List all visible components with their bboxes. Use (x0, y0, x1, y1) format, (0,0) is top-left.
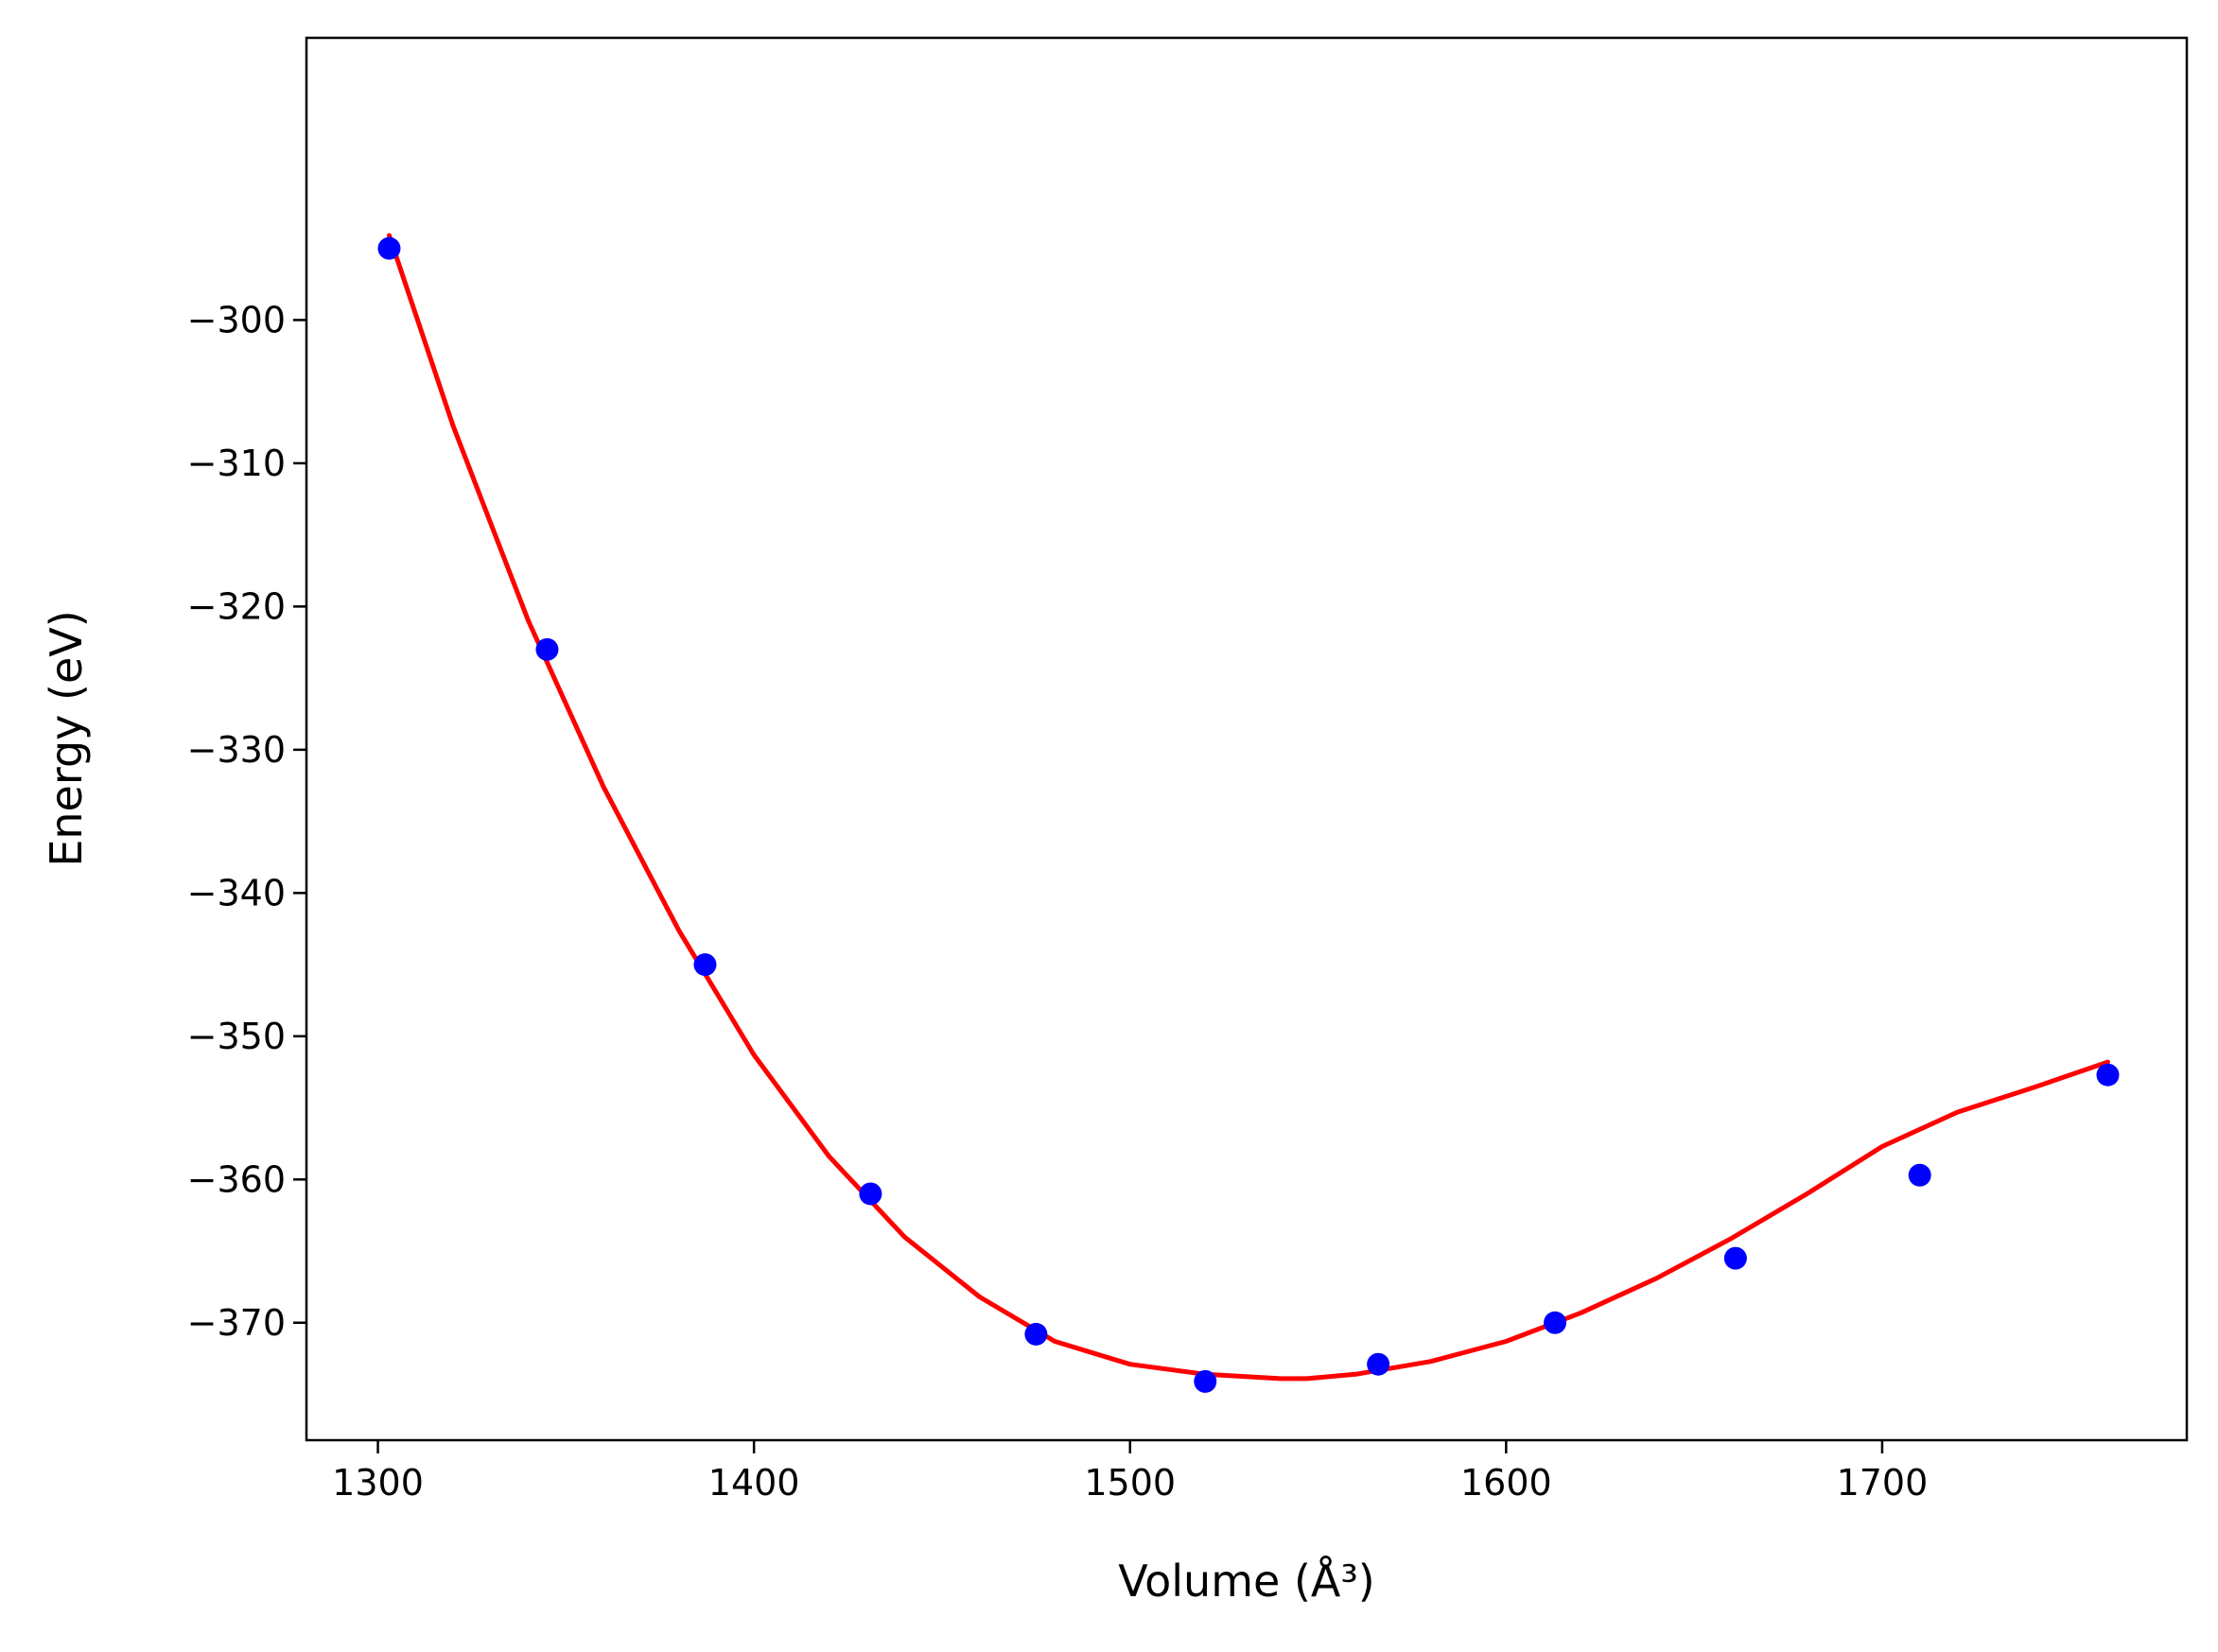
x-tick-label: 1500 (1084, 1462, 1176, 1504)
data-point (1908, 1163, 1931, 1187)
y-axis-ticks: −300 −310 −320 −330 −340 −350 −360 −370 (187, 299, 306, 1344)
data-point (1367, 1352, 1390, 1376)
y-tick-label: −360 (187, 1158, 286, 1200)
y-tick-label: −330 (187, 729, 286, 771)
data-point (859, 1182, 882, 1206)
x-tick-label: 1400 (708, 1462, 800, 1504)
data-point (1194, 1369, 1217, 1393)
y-tick-label: −300 (187, 299, 286, 340)
data-points-layer (377, 236, 2120, 1393)
y-tick-label: −350 (187, 1016, 286, 1057)
data-point (1544, 1311, 1567, 1334)
x-tick-label: 1600 (1460, 1462, 1552, 1504)
y-tick-label: −370 (187, 1302, 286, 1344)
data-point (1723, 1246, 1747, 1270)
data-point (377, 236, 401, 260)
y-tick-label: −340 (187, 872, 286, 913)
y-tick-label: −320 (187, 585, 286, 627)
data-point (693, 953, 717, 977)
data-point (2096, 1063, 2120, 1087)
data-point (1024, 1322, 1048, 1346)
x-axis-ticks: 1300 1400 1500 1600 1700 (332, 1440, 1928, 1504)
y-axis-label: Energy (eV) (41, 610, 92, 866)
x-axis-label: Volume (Å³) (1118, 1556, 1375, 1607)
data-point (535, 637, 559, 661)
fit-line (387, 233, 2110, 1382)
plot-frame (305, 36, 2189, 1442)
x-tick-label: 1700 (1837, 1462, 1929, 1504)
x-tick-label: 1300 (332, 1462, 424, 1504)
y-tick-label: −310 (187, 443, 286, 484)
fit-curve-layer (387, 233, 2110, 1382)
